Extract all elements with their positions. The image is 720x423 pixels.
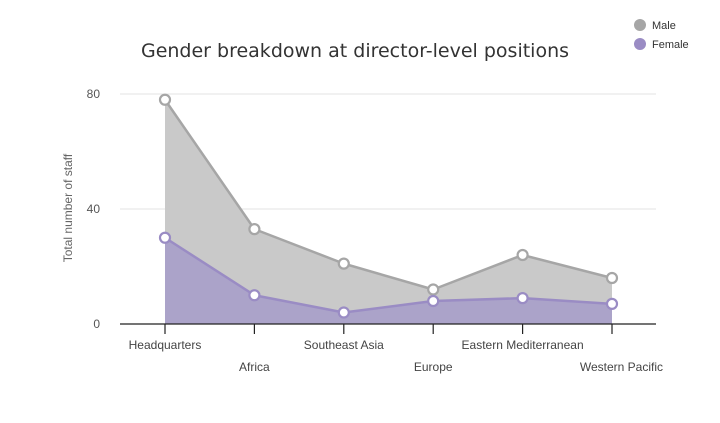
legend-swatch-male: [634, 19, 646, 31]
data-point-male[interactable]: [605, 271, 619, 285]
data-point-female[interactable]: [158, 231, 172, 244]
y-tick-label: 40: [87, 202, 101, 216]
series-area-female: [165, 237, 612, 324]
legend: Male Female: [634, 19, 689, 51]
y-axis-label: Total number of staff: [61, 153, 75, 262]
y-tick-label: 80: [87, 87, 101, 101]
series-line-male: [163, 99, 613, 291]
y-tick-label: 0: [93, 317, 100, 331]
x-tick-label: Western Pacific: [580, 360, 663, 374]
x-tick-label: Southeast Asia: [304, 338, 384, 352]
series-area-male: [165, 99, 612, 324]
data-point-female[interactable]: [605, 297, 619, 310]
legend-label-male[interactable]: Male: [652, 20, 676, 32]
data-point-female[interactable]: [427, 294, 440, 308]
x-tick-label: Europe: [414, 360, 453, 374]
data-point-female[interactable]: [337, 306, 350, 319]
x-tick-label: Eastern Mediterranean: [462, 338, 584, 352]
chart-title: Gender breakdown at director-level posit…: [141, 40, 569, 62]
legend-label-female[interactable]: Female: [652, 39, 689, 51]
series-lines: [163, 99, 613, 314]
data-point-male[interactable]: [248, 223, 261, 236]
data-point-male[interactable]: [427, 283, 440, 296]
x-tick-label: Africa: [239, 360, 270, 374]
data-point-female[interactable]: [248, 289, 261, 302]
data-point-female[interactable]: [516, 292, 529, 305]
data-point-male[interactable]: [337, 257, 350, 270]
legend-swatch-female: [634, 38, 646, 50]
x-tick-label: Headquarters: [129, 338, 202, 352]
series-line-female: [164, 236, 613, 314]
data-point-male[interactable]: [516, 248, 529, 262]
data-points: [158, 93, 619, 319]
data-point-male[interactable]: [158, 93, 172, 106]
series-areas: [165, 99, 612, 324]
x-axis: Headquarters Africa Southeast Asia Europe Ea…: [120, 323, 663, 374]
